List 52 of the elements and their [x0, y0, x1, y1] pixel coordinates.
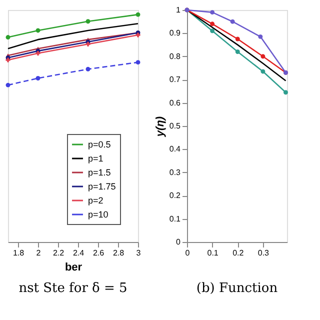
y-tick-label: 0.1: [169, 214, 182, 224]
x-tick-label: 2.4: [72, 248, 85, 258]
point: [36, 28, 40, 33]
x-tick-label: 2: [36, 248, 42, 258]
point: [86, 19, 90, 24]
x-tick-label: 0.2: [232, 248, 244, 258]
x-tick-label: 2.6: [92, 248, 105, 258]
legend-label: p=2: [88, 196, 104, 206]
y-tick-label: 0.8: [169, 52, 182, 61]
point: [260, 54, 266, 59]
point: [6, 58, 10, 62]
legend-label: p=0.5: [88, 140, 111, 150]
point: [235, 50, 240, 54]
point: [210, 22, 215, 26]
x-tick-label: 0.3: [258, 248, 270, 258]
point: [235, 36, 240, 42]
text: nst Ste for δ = 5: [18, 281, 128, 296]
point: [136, 32, 140, 38]
point: [284, 90, 288, 95]
x-axis-title: ber: [64, 262, 83, 274]
x-tick-label: 3: [136, 248, 142, 258]
x-tick-label: 0.1: [207, 248, 219, 258]
point: [86, 66, 90, 72]
point: [258, 34, 263, 39]
point: [136, 60, 140, 65]
legend-label: p=1: [88, 154, 104, 164]
y-tick-label: 0.9: [169, 28, 182, 38]
y-tick-label: 1: [176, 6, 182, 14]
legend-label: p=1.75: [88, 182, 116, 192]
point: [230, 19, 235, 24]
y-axis-title: y(η): [154, 116, 166, 138]
y-tick-label: 0.2: [169, 191, 182, 200]
point: [6, 35, 10, 40]
y-tick-label: 0.7: [169, 75, 182, 84]
point: [210, 28, 215, 34]
x-tick-label: 1.8: [12, 248, 25, 258]
point: [136, 12, 140, 17]
y-tick-label: 0.6: [169, 98, 182, 108]
x-tick-label: 2.8: [112, 248, 125, 258]
y-tick-label: 0.4: [169, 144, 182, 154]
text: (b) Function: [196, 281, 278, 296]
point: [260, 69, 266, 74]
y-tick-label: 0.3: [169, 168, 182, 177]
point: [36, 76, 40, 80]
x-tick-label: 2.2: [52, 248, 65, 258]
y-tick-label: 0.5: [169, 122, 182, 130]
legend-label: p=1.5: [88, 168, 111, 178]
y-tick-label: 0: [176, 238, 182, 246]
point: [210, 10, 215, 15]
x-tick-label: 0: [185, 248, 190, 258]
point: [6, 82, 10, 88]
legend-label: p=10: [88, 210, 108, 220]
